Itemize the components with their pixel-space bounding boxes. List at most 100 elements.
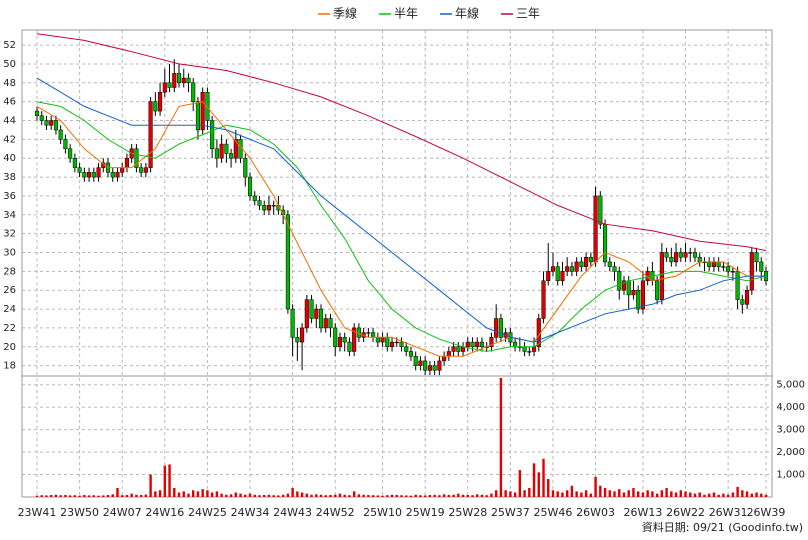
candle-body [110, 172, 115, 178]
volume-bar [760, 493, 763, 497]
candle-body [176, 73, 182, 84]
x-tick-label: 26W22 [666, 506, 705, 519]
volume-bar [741, 490, 744, 497]
y2-tick-label: 5,000 [776, 380, 805, 391]
volume-bar [532, 463, 536, 497]
volume-bar [494, 490, 498, 497]
volume-bar [764, 494, 768, 497]
volume-bar [731, 492, 735, 497]
volume-bar [220, 493, 223, 497]
candle-body [531, 346, 537, 352]
volume-bar [206, 490, 209, 497]
candle-body [574, 261, 579, 272]
x-tick-label: 25W37 [491, 506, 530, 519]
candle-body [612, 266, 617, 272]
volume-bar [409, 495, 413, 497]
candle-body [290, 308, 295, 338]
y-tick-label: 40 [3, 153, 16, 164]
volume-bar [210, 492, 214, 497]
volume-bar [684, 491, 687, 497]
candle-body [229, 153, 234, 159]
candle-body [569, 266, 574, 272]
volume-bar [575, 491, 578, 497]
x-tick-label: 24W52 [316, 506, 355, 519]
candle-body [243, 157, 248, 178]
x-tick-label: 24W16 [145, 506, 184, 519]
candle-body [148, 101, 153, 168]
candle-body [87, 172, 92, 178]
candle-body [210, 120, 215, 150]
candle-body [333, 327, 338, 348]
volume-bar [83, 494, 86, 497]
volume-bar [689, 492, 692, 497]
volume-bar [405, 495, 408, 497]
volume-bar [551, 490, 555, 497]
candle-body [669, 256, 674, 263]
volume-bar [641, 492, 645, 497]
volume-bar [670, 491, 673, 497]
candle-body [96, 167, 101, 178]
volume-bar [125, 494, 129, 497]
volume-bar [627, 490, 630, 497]
volume-bar [87, 495, 91, 497]
candle-body [546, 271, 551, 282]
candle-body [541, 280, 546, 319]
candle-body [172, 73, 177, 88]
volume-bar [192, 490, 195, 497]
candle-body [295, 337, 300, 343]
y2-tick-label: 4,000 [776, 402, 805, 413]
volume-bar [239, 493, 242, 497]
volume-bar [745, 491, 749, 497]
volume-bar [286, 493, 290, 497]
candle-body [413, 355, 418, 366]
volume-bar [603, 488, 607, 497]
volume-bar [480, 494, 484, 497]
candle-body [318, 308, 324, 329]
volume-bar [296, 491, 299, 497]
candle-body [257, 200, 262, 206]
volume-bar [584, 490, 588, 497]
y-tick-label: 42 [3, 134, 16, 145]
volume-bar [726, 494, 730, 497]
candle-body [247, 176, 253, 197]
volume-bar [234, 492, 238, 497]
volume-bar [513, 492, 517, 497]
candle-body [726, 266, 731, 272]
volume-bar [54, 494, 58, 497]
volume-bar [722, 493, 725, 497]
candle-body [588, 256, 593, 263]
volume-bar [471, 495, 474, 497]
volume-bar [225, 494, 228, 497]
volume-bar [139, 494, 143, 497]
x-tick-label: 26W03 [576, 506, 615, 519]
candle-body [617, 271, 622, 291]
candle-body [735, 271, 740, 300]
candle-body [328, 318, 333, 329]
candle-body [309, 299, 314, 319]
volume-bar [258, 495, 261, 497]
candle-body [143, 167, 148, 173]
candle-body [271, 205, 276, 207]
volume-bar [35, 495, 39, 497]
candle-body [494, 318, 499, 338]
ma-line [36, 77, 766, 343]
volume-bar [461, 494, 465, 497]
volume-bar [537, 472, 540, 497]
candle-body [527, 351, 532, 353]
candle-body [34, 110, 40, 117]
candle-body [522, 346, 527, 352]
candle-body [560, 271, 565, 282]
candle-body [337, 337, 343, 348]
candle-body [224, 143, 229, 154]
volume-bar [229, 494, 233, 497]
volume-bar [679, 490, 682, 497]
volume-bar [348, 495, 351, 497]
candle-body [513, 341, 518, 348]
candle-body [252, 195, 257, 201]
volume-bar [310, 494, 313, 497]
candle-body [470, 341, 475, 348]
candle-body [451, 346, 456, 352]
volume-bar [64, 494, 67, 497]
volume-bar [367, 494, 370, 497]
